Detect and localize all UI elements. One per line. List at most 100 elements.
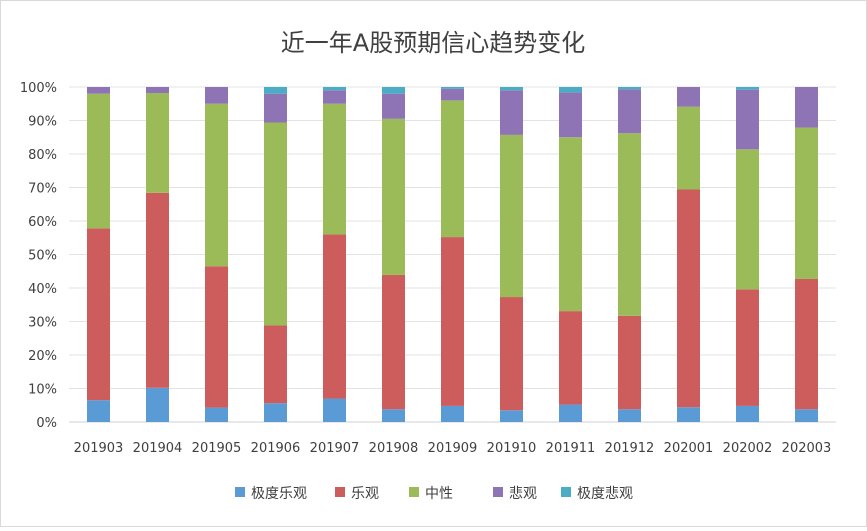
- bar-stack: [677, 87, 700, 422]
- x-tick-label: 201906: [251, 441, 301, 456]
- x-tick-label: 201909: [428, 441, 478, 456]
- x-tick-label: 202002: [723, 441, 773, 456]
- bar-segment: [677, 87, 700, 107]
- bar-segment: [87, 228, 110, 401]
- x-tick-label: 201904: [133, 441, 183, 456]
- bar-segment: [441, 87, 464, 89]
- y-tick-label: 60%: [28, 215, 57, 230]
- bar-segment: [618, 409, 641, 422]
- bar-stack: [323, 87, 346, 422]
- y-tick-label: 80%: [28, 148, 57, 163]
- bar-stack: [618, 87, 641, 422]
- bar-segment: [382, 118, 405, 275]
- bar-segment: [264, 93, 287, 123]
- bar-segment: [323, 103, 346, 235]
- bar-segment: [559, 404, 582, 422]
- bar-segment: [500, 297, 523, 411]
- bar-segment: [87, 87, 110, 94]
- legend-swatch: [335, 487, 345, 497]
- bar-segment: [146, 93, 169, 193]
- bar-segment: [323, 398, 346, 422]
- bar-segment: [795, 278, 818, 410]
- bar-segment: [323, 90, 346, 104]
- bar-segment: [264, 122, 287, 326]
- y-tick-label: 20%: [28, 349, 57, 364]
- bar-segment: [146, 87, 169, 94]
- x-axis: 201903 201904 201905 201906 201907 201908 2019…: [74, 441, 832, 456]
- bar-segment: [677, 106, 700, 190]
- x-tick-label: 201911: [546, 441, 596, 456]
- legend-item: 极度悲观: [561, 485, 633, 502]
- bar-segment: [736, 89, 759, 150]
- x-tick-label: 201903: [74, 441, 124, 456]
- bar-stacks: [87, 87, 818, 422]
- bar-segment: [618, 133, 641, 316]
- legend-swatch: [561, 487, 571, 497]
- bar-segment: [500, 90, 523, 135]
- bar-segment: [618, 87, 641, 90]
- bar-segment: [382, 87, 405, 94]
- bar-segment: [205, 103, 228, 267]
- legend-label: 中性: [425, 486, 453, 502]
- bar-segment: [205, 407, 228, 422]
- bar-stack: [146, 87, 169, 422]
- y-axis: 0% 10% 20% 30% 40% 50% 60% 70% 80% 90% 100%: [20, 81, 57, 431]
- bar-segment: [146, 387, 169, 422]
- bar-segment: [736, 405, 759, 422]
- bar-stack: [736, 87, 759, 422]
- y-tick-label: 0%: [36, 416, 57, 431]
- bar-segment: [559, 137, 582, 312]
- legend-item: 乐观: [335, 486, 379, 502]
- bar-segment: [795, 409, 818, 422]
- bar-segment: [795, 127, 818, 279]
- x-tick-label: 201908: [369, 441, 419, 456]
- bar-stack: [87, 87, 110, 422]
- bar-segment: [500, 134, 523, 298]
- x-tick-label: 202001: [664, 441, 714, 456]
- bar-segment: [323, 234, 346, 399]
- bar-segment: [736, 87, 759, 90]
- bar-segment: [146, 192, 169, 388]
- bar-segment: [205, 266, 228, 408]
- bar-stack: [205, 87, 228, 422]
- bar-segment: [559, 92, 582, 138]
- y-tick-label: 70%: [28, 182, 57, 197]
- y-tick-label: 10%: [28, 383, 57, 398]
- legend-label: 悲观: [509, 485, 537, 502]
- legend-swatch: [493, 487, 503, 497]
- x-tick-label: 201910: [487, 441, 537, 456]
- bar-segment: [559, 311, 582, 405]
- legend-item: 中性: [409, 486, 453, 502]
- bar-segment: [500, 410, 523, 422]
- legend-label: 乐观: [351, 486, 379, 502]
- bar-stack: [500, 87, 523, 422]
- x-tick-label: 202003: [782, 441, 832, 456]
- bar-segment: [441, 100, 464, 238]
- legend-swatch: [235, 487, 245, 497]
- bar-segment: [87, 93, 110, 229]
- bar-segment: [795, 87, 818, 128]
- x-tick-label: 201912: [605, 441, 655, 456]
- y-tick-label: 50%: [28, 249, 57, 264]
- bar-segment: [205, 87, 228, 104]
- x-tick-label: 201905: [192, 441, 242, 456]
- y-tick-label: 30%: [28, 316, 57, 331]
- bar-segment: [323, 87, 346, 91]
- legend-item: 极度乐观: [235, 486, 307, 502]
- bar-stack: [382, 87, 405, 422]
- bar-stack: [559, 87, 582, 422]
- bar-segment: [382, 274, 405, 410]
- chart-title: 近一年A股预期信心趋势变化: [281, 29, 585, 57]
- bar-segment: [441, 237, 464, 406]
- legend-swatch: [409, 487, 419, 497]
- bar-segment: [382, 93, 405, 119]
- bar-segment: [264, 403, 287, 422]
- bar-segment: [87, 400, 110, 422]
- bar-segment: [618, 315, 641, 410]
- bar-segment: [264, 325, 287, 404]
- bar-segment: [736, 289, 759, 406]
- bar-segment: [559, 87, 582, 93]
- bar-segment: [500, 87, 523, 91]
